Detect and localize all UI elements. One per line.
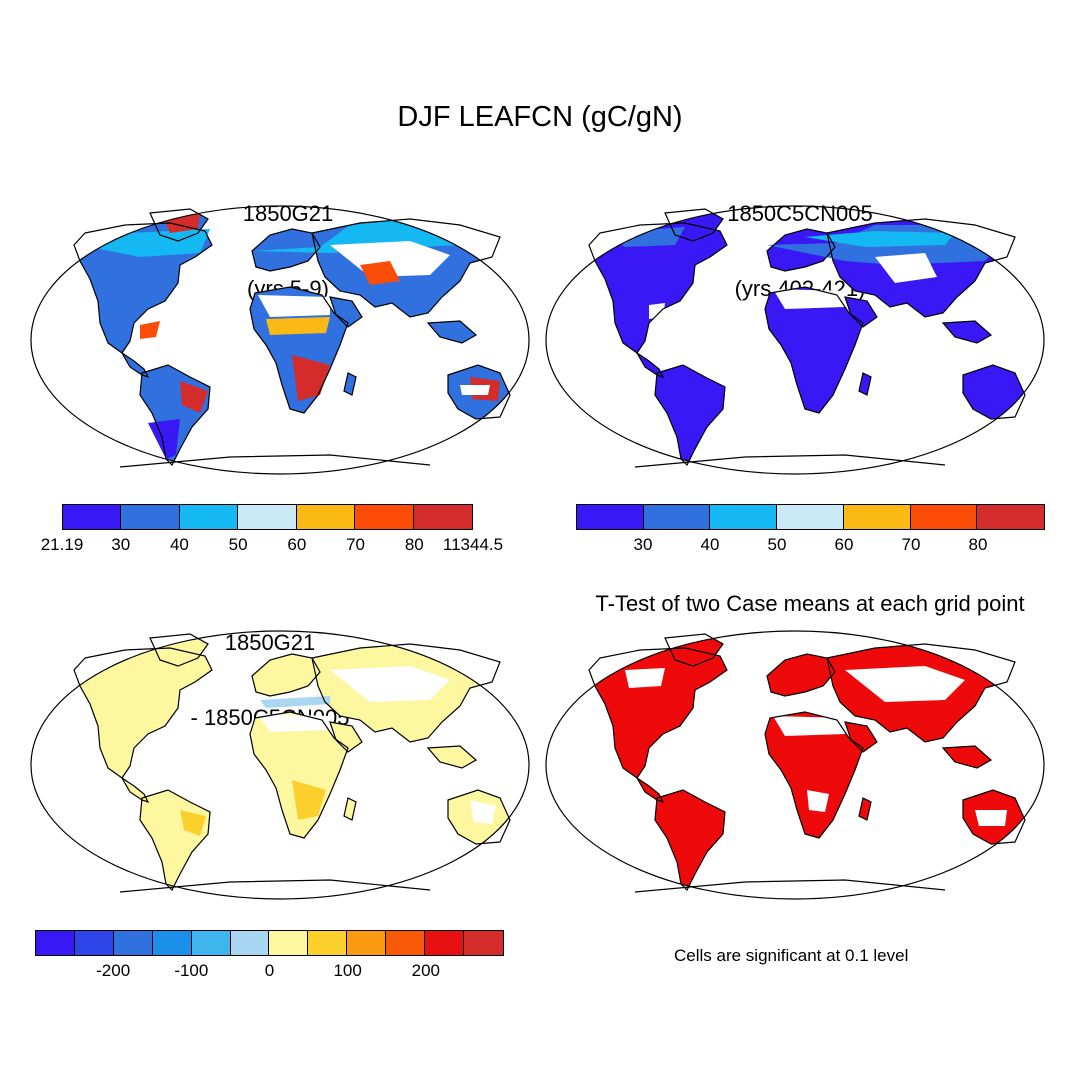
colorbar-tick-label: 60: [287, 535, 307, 554]
colorbar-swatch: [643, 505, 711, 529]
colorbar-swatch: [63, 505, 122, 529]
colorbar-tick-label: 80: [968, 535, 988, 554]
colorbar-swatch: [179, 505, 239, 529]
colorbar-tick-label: 30: [111, 535, 131, 554]
colorbar-swatch: [121, 505, 180, 529]
colorbar-tick-label: 30: [633, 535, 653, 554]
colorbar-tick-label: 70: [346, 535, 366, 554]
colorbar-swatch: [977, 505, 1044, 529]
colorbar-tick-label: 60: [834, 535, 854, 554]
colorbar-bottom: [35, 930, 504, 956]
significance-note: Cells are significant at 0.1 level: [674, 946, 909, 965]
map-bottom-right: [545, 630, 1045, 900]
colorbar-tick-label: 80: [404, 535, 424, 554]
panel-title-line1: 1850G21: [224, 630, 316, 655]
colorbar-swatch: [355, 505, 414, 529]
panel-title-line1: 1850C5CN005: [727, 201, 873, 226]
colorbar-swatch: [386, 931, 426, 955]
colorbar-swatch: [413, 505, 472, 529]
colorbar-swatch: [191, 931, 231, 955]
panel-title-top-left: 1850G21 (yrs 5-9): [168, 151, 408, 326]
colorbar-tick-label: 11344.5: [442, 535, 504, 554]
colorbar-tick-label: 50: [767, 535, 787, 554]
colorbar-swatch: [577, 505, 644, 529]
panel-title-line2: (yrs 402-421): [680, 276, 920, 301]
colorbar-tick-label: 21.19: [40, 535, 84, 554]
colorbar-swatch: [36, 931, 75, 955]
colorbar-swatch: [152, 931, 192, 955]
colorbar-swatch: [113, 931, 153, 955]
colorbar-swatch: [710, 505, 778, 529]
colorbar-tick-label: 50: [228, 535, 248, 554]
map-top-left: [30, 205, 530, 475]
map-bottom-left: [30, 630, 530, 900]
colorbar-swatch: [463, 931, 503, 955]
colorbar-swatch: [347, 931, 387, 955]
colorbar-swatch: [74, 931, 114, 955]
colorbar-swatch: [777, 505, 844, 529]
colorbar-tick-label: 40: [700, 535, 720, 554]
panel-title-bottom-right: T-Test of two Case means at each grid po…: [595, 591, 1025, 616]
colorbar-swatch: [425, 931, 464, 955]
panel-title-line1: 1850G21: [242, 201, 334, 226]
colorbar-tick-label: 100: [333, 961, 362, 980]
colorbar-tick-label: 70: [901, 535, 921, 554]
panel-title-top-right: 1850C5CN005 (yrs 402-421): [680, 151, 920, 326]
colorbar-swatch: [910, 505, 978, 529]
figure-title: DJF LEAFCN (gC/gN): [397, 101, 683, 133]
colorbar-tick-label: 40: [169, 535, 189, 554]
colorbar-tick-label: -200: [96, 961, 131, 980]
colorbar-swatch: [230, 931, 270, 955]
colorbar-tick-label: 200: [411, 961, 441, 980]
colorbar-swatch: [296, 505, 356, 529]
colorbar-swatch: [269, 931, 309, 955]
colorbar-tick-label: -100: [174, 961, 209, 980]
colorbar-swatch: [308, 931, 348, 955]
colorbar-tick-label: 0: [264, 961, 275, 980]
colorbar-swatch: [843, 505, 911, 529]
colorbar-top-left: [62, 504, 473, 530]
colorbar-top-right: [576, 504, 1045, 530]
map-top-right: [545, 205, 1045, 475]
colorbar-swatch: [238, 505, 297, 529]
